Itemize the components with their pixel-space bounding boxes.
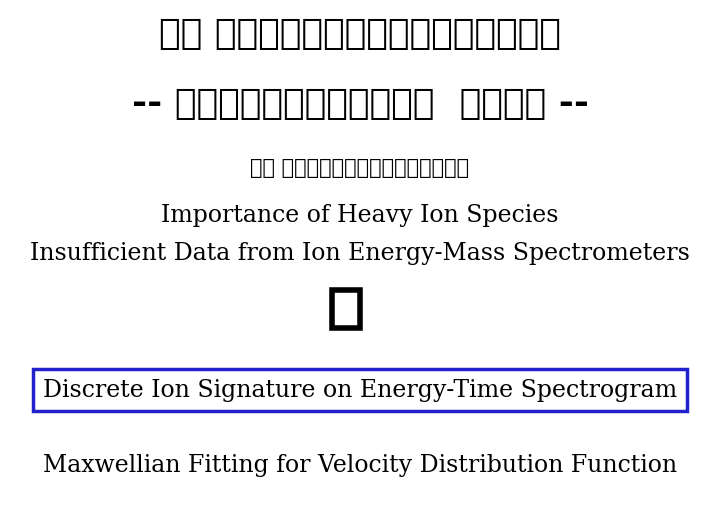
- Text: 平原 聖文（立教大学理学部物理学科）: 平原 聖文（立教大学理学部物理学科）: [251, 158, 469, 178]
- Text: -- エネルギー分散とピッチ角  速度分布 --: -- エネルギー分散とピッチ角 速度分布 --: [132, 88, 588, 122]
- Text: Importance of Heavy Ion Species: Importance of Heavy Ion Species: [161, 204, 559, 227]
- Text: 極域 赤道域磁気圏における重イオン観測: 極域 赤道域磁気圏における重イオン観測: [159, 17, 561, 50]
- Bar: [333, 290, 360, 328]
- Text: Insufficient Data from Ion Energy-Mass Spectrometers: Insufficient Data from Ion Energy-Mass S…: [30, 242, 690, 265]
- Text: Maxwellian Fitting for Velocity Distribution Function: Maxwellian Fitting for Velocity Distribu…: [43, 455, 677, 477]
- Text: Discrete Ion Signature on Energy-Time Spectrogram: Discrete Ion Signature on Energy-Time Sp…: [43, 379, 677, 402]
